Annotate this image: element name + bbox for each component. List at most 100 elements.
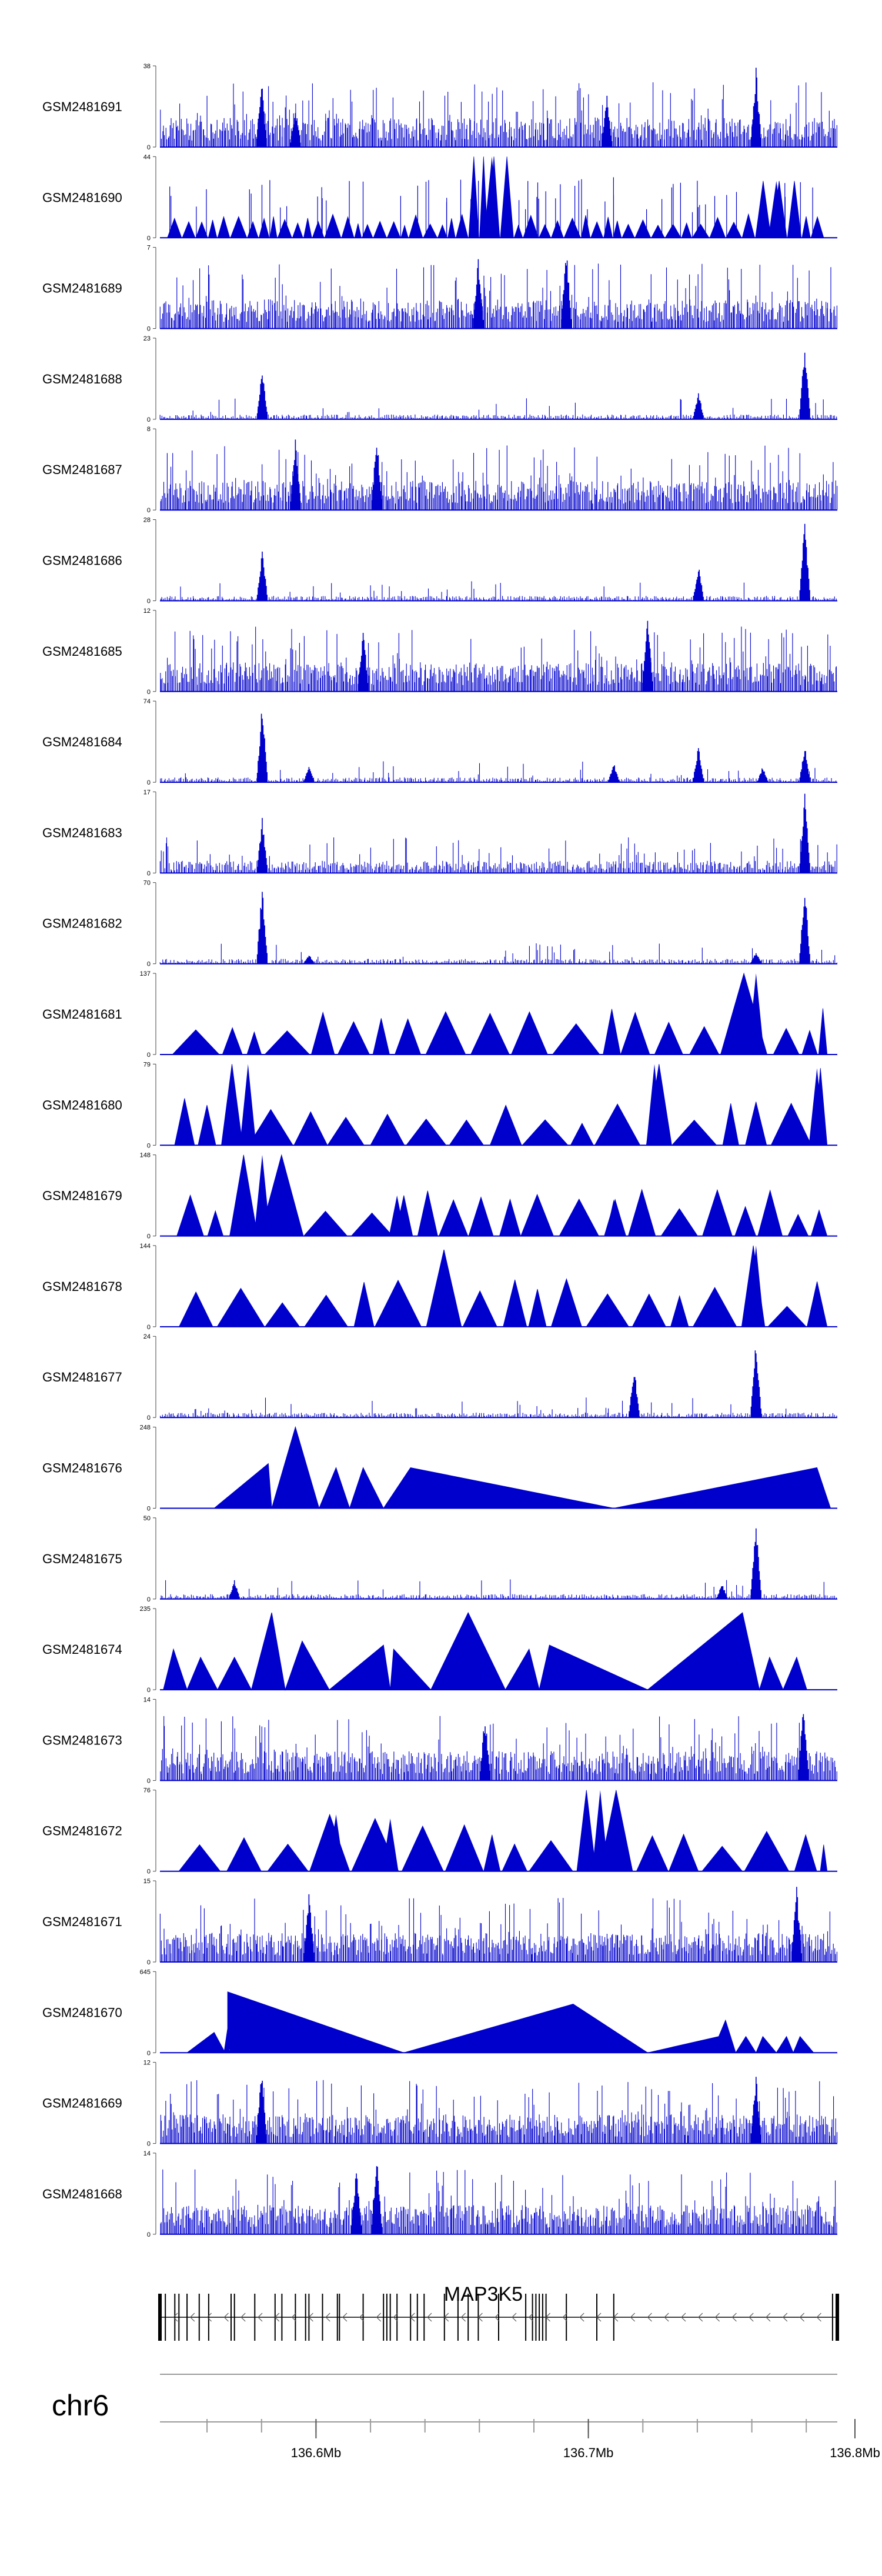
track-GSM2481683: GSM2481683 17 0 <box>42 789 837 877</box>
track-label: GSM2481690 <box>42 190 122 205</box>
exon <box>457 2294 459 2341</box>
y-zero-label: 0 <box>147 1324 151 1331</box>
y-max-label: 17 <box>143 789 151 796</box>
exon <box>230 2294 232 2341</box>
y-max-label: 70 <box>143 880 151 887</box>
track-GSM2481684: GSM2481684 74 0 <box>42 698 837 786</box>
signal-peaks <box>747 973 764 1055</box>
signal-bars <box>160 1716 837 1781</box>
signal-peaks <box>473 259 572 329</box>
track-GSM2481691: GSM2481691 38 0 <box>42 63 837 151</box>
exon <box>423 2294 425 2341</box>
y-max-label: 38 <box>143 63 151 70</box>
axis-tick-label: 136.6Mb <box>291 2445 342 2460</box>
track-label: GSM2481670 <box>42 2005 122 2020</box>
exon <box>281 2294 283 2341</box>
track-GSM2481674: GSM2481674 235 0 <box>42 1606 837 1694</box>
exon <box>498 2294 499 2341</box>
track-label: GSM2481678 <box>42 1279 122 1294</box>
track-label: GSM2481685 <box>42 644 122 659</box>
y-max-label: 15 <box>143 1878 151 1885</box>
track-label: GSM2481675 <box>42 1551 122 1566</box>
signal-bars <box>160 2169 837 2234</box>
signal-bars <box>160 445 838 510</box>
y-zero-label: 0 <box>147 2231 151 2238</box>
exon <box>198 2294 200 2341</box>
signal-peaks <box>256 892 810 964</box>
track-GSM2481685: GSM2481685 12 0 <box>42 608 837 696</box>
track-GSM2481673: GSM2481673 14 0 <box>42 1696 837 1784</box>
signal-peaks <box>256 523 810 601</box>
y-max-label: 76 <box>143 1787 151 1794</box>
y-max-label: 14 <box>143 2150 151 2157</box>
track-GSM2481689: GSM2481689 7 0 <box>42 245 837 333</box>
exon <box>174 2294 176 2341</box>
signal-peaks <box>229 1528 761 1599</box>
y-max-label: 645 <box>140 1968 151 1976</box>
track-GSM2481677: GSM2481677 24 0 <box>42 1333 837 1422</box>
axis-tick-label: 136.8Mb <box>830 2445 880 2460</box>
y-max-label: 28 <box>143 517 151 524</box>
exon <box>383 2294 385 2341</box>
track-GSM2481687: GSM2481687 8 0 <box>42 426 838 514</box>
y-max-label: 148 <box>140 1152 151 1159</box>
exon <box>416 2294 418 2341</box>
y-zero-label: 0 <box>147 1233 151 1240</box>
y-max-label: 7 <box>147 245 151 252</box>
exon <box>254 2294 256 2341</box>
y-zero-label: 0 <box>147 1414 151 1422</box>
track-GSM2481688: GSM2481688 23 0 <box>42 335 837 423</box>
track-label: GSM2481680 <box>42 1097 122 1112</box>
track-GSM2481672: GSM2481672 76 0 <box>42 1787 837 1876</box>
track-GSM2481690: GSM2481690 44 0 <box>42 154 837 242</box>
exon <box>396 2294 398 2341</box>
signal-bars <box>159 398 837 419</box>
y-zero-label: 0 <box>147 689 151 696</box>
y-max-label: 248 <box>140 1424 151 1432</box>
y-max-label: 235 <box>140 1606 151 1613</box>
track-GSM2481676: GSM2481676 248 0 <box>42 1424 837 1513</box>
y-zero-label: 0 <box>147 1506 151 1513</box>
exon <box>566 2294 567 2341</box>
gene-track: MAP3K5 <box>158 2283 839 2341</box>
track-label: GSM2481684 <box>42 735 122 749</box>
y-max-label: 12 <box>143 608 151 615</box>
y-zero-label: 0 <box>147 961 151 968</box>
signal-bars <box>159 837 837 873</box>
signal-peaks <box>256 68 761 147</box>
y-max-label: 137 <box>140 970 151 977</box>
y-max-label: 8 <box>147 426 151 433</box>
gene-label: MAP3K5 <box>444 2283 523 2305</box>
exon <box>831 2294 833 2341</box>
y-zero-label: 0 <box>147 1052 151 1059</box>
y-max-label: 24 <box>143 1333 151 1340</box>
track-label: GSM2481688 <box>42 372 122 386</box>
signal-bars <box>159 263 837 329</box>
signal-area <box>178 1790 828 1872</box>
track-label: GSM2481691 <box>42 99 122 114</box>
exon <box>542 2294 543 2341</box>
y-zero-label: 0 <box>147 598 151 605</box>
track-label: GSM2481679 <box>42 1189 122 1203</box>
exon <box>305 2294 306 2341</box>
y-max-label: 50 <box>143 1515 151 1522</box>
track-label: GSM2481676 <box>42 1461 122 1476</box>
signal-bars <box>161 1579 837 1599</box>
y-zero-label: 0 <box>147 779 151 786</box>
y-zero-label: 0 <box>147 1959 151 1966</box>
y-max-label: 144 <box>140 1243 151 1250</box>
signal-bars <box>160 1397 837 1418</box>
track-label: GSM2481674 <box>42 1642 122 1657</box>
y-zero-label: 0 <box>147 235 151 242</box>
track-label: GSM2481681 <box>42 1007 122 1022</box>
exon <box>233 2294 235 2341</box>
y-zero-label: 0 <box>147 1868 151 1876</box>
y-zero-label: 0 <box>147 1596 151 1603</box>
y-zero-label: 0 <box>147 416 151 423</box>
y-zero-label: 0 <box>147 2050 151 2057</box>
signal-area <box>163 1611 807 1691</box>
track-label: GSM2481669 <box>42 2096 122 2111</box>
track-label: GSM2481689 <box>42 281 122 296</box>
track-label: GSM2481686 <box>42 553 122 568</box>
